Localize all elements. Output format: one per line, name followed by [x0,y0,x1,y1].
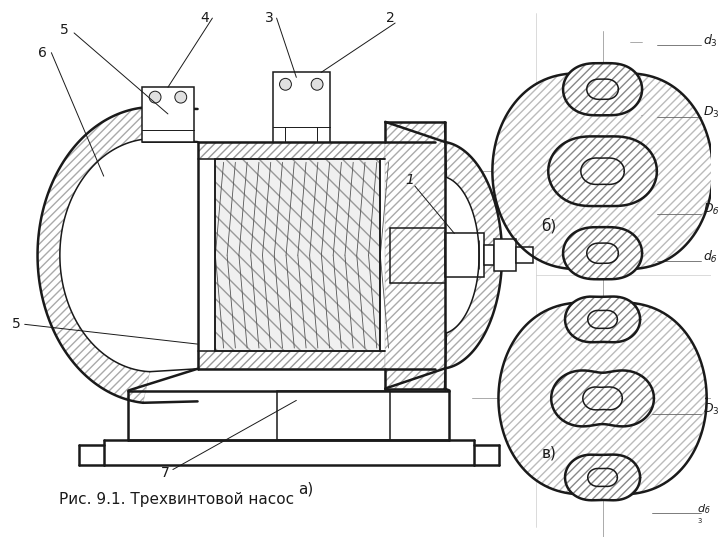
Text: $D_3$: $D_3$ [703,402,720,417]
Text: а): а) [299,482,314,497]
Circle shape [149,91,161,103]
Text: $d_3$: $d_3$ [703,33,718,49]
Text: 3: 3 [265,11,274,25]
Polygon shape [385,122,444,389]
Bar [444,233,484,277]
Text: 7: 7 [161,467,169,481]
Text: 5: 5 [60,23,68,37]
Text: 6: 6 [38,46,47,60]
Polygon shape [498,302,707,495]
Text: $D_б$: $D_б$ [703,202,720,217]
Text: $D_3$: $D_3$ [703,105,720,120]
Polygon shape [37,107,150,403]
Bar [494,239,516,271]
Bar [276,390,390,440]
Text: $_3$: $_3$ [698,516,703,526]
Polygon shape [492,73,713,269]
Text: 2: 2 [386,11,395,25]
Bar [516,247,534,263]
Polygon shape [197,141,385,159]
Bar [273,72,330,141]
Bar [484,245,494,265]
Polygon shape [552,370,654,427]
Text: $d_б$: $d_б$ [703,249,719,265]
Polygon shape [548,137,657,206]
Circle shape [311,78,323,90]
Text: 1: 1 [405,173,415,187]
Polygon shape [563,63,642,116]
Text: в): в) [541,446,556,460]
Polygon shape [445,142,502,368]
Text: б): б) [541,218,557,233]
Polygon shape [565,455,640,500]
Text: $d_б$: $d_б$ [698,502,711,516]
Text: 4: 4 [200,11,209,25]
Polygon shape [444,233,484,277]
Circle shape [175,91,186,103]
Bar [143,87,194,141]
Polygon shape [565,296,640,342]
Circle shape [279,78,292,90]
Text: Рис. 9.1. Трехвинтовой насос: Рис. 9.1. Трехвинтовой насос [59,492,294,507]
Polygon shape [563,227,642,279]
Polygon shape [215,159,380,351]
Bar [215,159,380,351]
Polygon shape [197,351,385,369]
Text: 5: 5 [12,318,21,332]
